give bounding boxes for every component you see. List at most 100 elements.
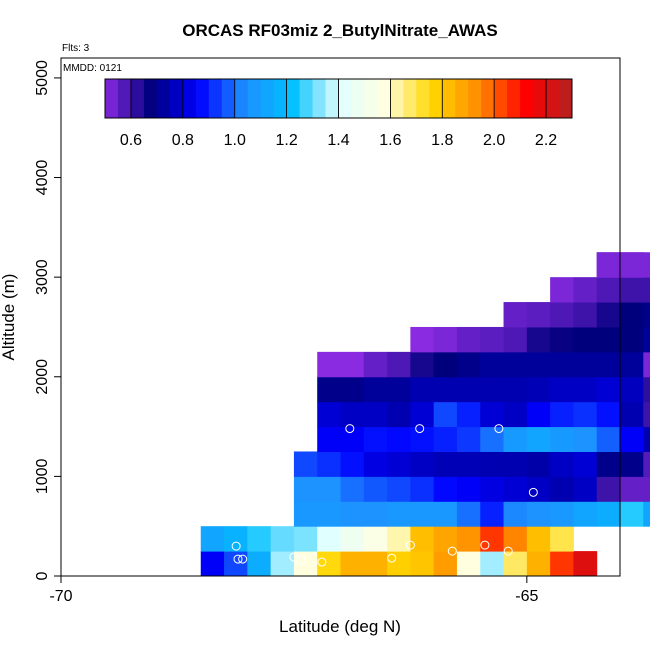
colorbar-segment xyxy=(533,79,547,118)
heatmap-cell xyxy=(573,351,598,378)
heatmap-cell xyxy=(526,401,551,428)
colorbar-segment xyxy=(481,79,495,118)
heatmap-cell xyxy=(526,501,551,527)
heatmap-cell xyxy=(433,426,458,452)
colorbar-segment xyxy=(260,79,275,118)
heatmap-cell xyxy=(433,401,458,428)
heatmap-cell xyxy=(573,376,598,403)
sample-point xyxy=(238,554,248,564)
heatmap-cell xyxy=(480,351,505,378)
heatmap-cell xyxy=(317,351,341,378)
heatmap-cell xyxy=(410,451,435,477)
colorbar-segment xyxy=(390,79,404,118)
heatmap-cell xyxy=(526,376,551,403)
heatmap-cell xyxy=(270,551,295,577)
heatmap-cell xyxy=(573,277,598,303)
colorbar-tick-label: 1.2 xyxy=(275,132,297,149)
sample-point xyxy=(270,441,280,451)
heatmap-cell xyxy=(643,252,650,278)
heatmap-cell xyxy=(433,376,458,403)
colorbar-tick-label: 1.8 xyxy=(431,132,453,149)
colorbar-tick-label: 2.0 xyxy=(483,132,505,149)
heatmap-cell xyxy=(643,426,650,452)
heatmap-cell xyxy=(550,401,574,428)
heatmap-cell xyxy=(480,451,505,477)
heatmap-cell xyxy=(340,426,365,452)
heatmap-cell xyxy=(480,376,505,403)
heatmap-cell xyxy=(433,476,458,502)
colorbar-segment xyxy=(169,79,184,118)
colorbar-segment xyxy=(442,79,456,118)
sample-point xyxy=(528,487,538,497)
heatmap-cell xyxy=(643,351,650,378)
heatmap-cell xyxy=(293,501,318,527)
heatmap-cell xyxy=(293,476,318,502)
heatmap-cell xyxy=(363,551,388,577)
colorbar: 0.6 0.8 1.0 1.2 1.4 1.6 1.8 2.0 2.2 xyxy=(104,78,573,149)
heatmap-cell xyxy=(620,277,644,303)
heatmap-cell xyxy=(620,252,644,278)
heatmap-cell xyxy=(363,351,388,378)
heatmap-cell xyxy=(456,451,481,477)
heatmap-cell xyxy=(503,351,528,378)
heatmap-cell xyxy=(503,551,528,577)
heatmap-cell xyxy=(596,426,621,452)
heatmap-cell xyxy=(433,451,458,477)
heatmap-cell xyxy=(596,252,621,278)
colorbar-segment xyxy=(468,79,482,118)
colorbar-segment xyxy=(494,79,508,118)
heatmap-cell xyxy=(503,426,528,452)
heatmap-cell xyxy=(480,501,505,527)
heatmap-cell xyxy=(550,426,574,452)
y-axis-label: Altitude (m) xyxy=(0,274,18,361)
heatmap-cell xyxy=(573,401,598,428)
heatmap-cell xyxy=(247,526,272,552)
heatmap-cell xyxy=(293,526,318,552)
colorbar-segment xyxy=(117,79,132,118)
heatmap-cell xyxy=(363,426,388,452)
sample-point xyxy=(280,424,290,434)
colorbar-tick-label: 0.8 xyxy=(172,132,194,149)
heatmap-cell xyxy=(317,501,341,527)
heatmap-cell xyxy=(550,302,574,328)
y-tick-label: 4000 xyxy=(34,160,51,196)
colorbar-segment xyxy=(208,79,223,118)
heatmap-cell xyxy=(224,526,248,552)
heatmap-cells xyxy=(200,252,650,577)
heatmap-cell xyxy=(620,426,644,452)
colorbar-segment xyxy=(416,79,430,118)
heatmap-cell xyxy=(573,326,598,353)
x-axis-label: Latitude (deg N) xyxy=(279,617,401,636)
heatmap-cell xyxy=(387,501,411,527)
heatmap-cell xyxy=(526,476,551,502)
heatmap-cell xyxy=(526,451,551,477)
heatmap-cell xyxy=(363,501,388,527)
heatmap-cell xyxy=(247,551,272,577)
heatmap-cell xyxy=(480,551,505,577)
heatmap-cell xyxy=(200,526,225,552)
x-axis: -70 -65 xyxy=(49,576,538,605)
heatmap-cell xyxy=(363,451,388,477)
heatmap-cell xyxy=(363,401,388,428)
colorbar-segment xyxy=(312,79,327,118)
heatmap-cell xyxy=(573,426,598,452)
heatmap-cell xyxy=(340,476,365,502)
colorbar-tick-label: 2.2 xyxy=(535,132,557,149)
y-tick-label: 2000 xyxy=(34,359,51,395)
heatmap-cell xyxy=(643,326,650,353)
heatmap-cell xyxy=(200,551,225,577)
heatmap-cell xyxy=(410,476,435,502)
heatmap-cell xyxy=(550,277,574,303)
colorbar-segment xyxy=(286,79,301,118)
heatmap-cell xyxy=(387,351,411,378)
heatmap-cell xyxy=(643,476,650,502)
heatmap-cell xyxy=(503,376,528,403)
colorbar-segment xyxy=(455,79,469,118)
heatmap-cell xyxy=(596,376,621,403)
heatmap-cell xyxy=(573,451,598,477)
colorbar-segment xyxy=(156,79,171,118)
heatmap-cell xyxy=(620,351,644,378)
date-label: MMDD: 0121 xyxy=(63,63,122,74)
heatmap-cell xyxy=(410,501,435,527)
